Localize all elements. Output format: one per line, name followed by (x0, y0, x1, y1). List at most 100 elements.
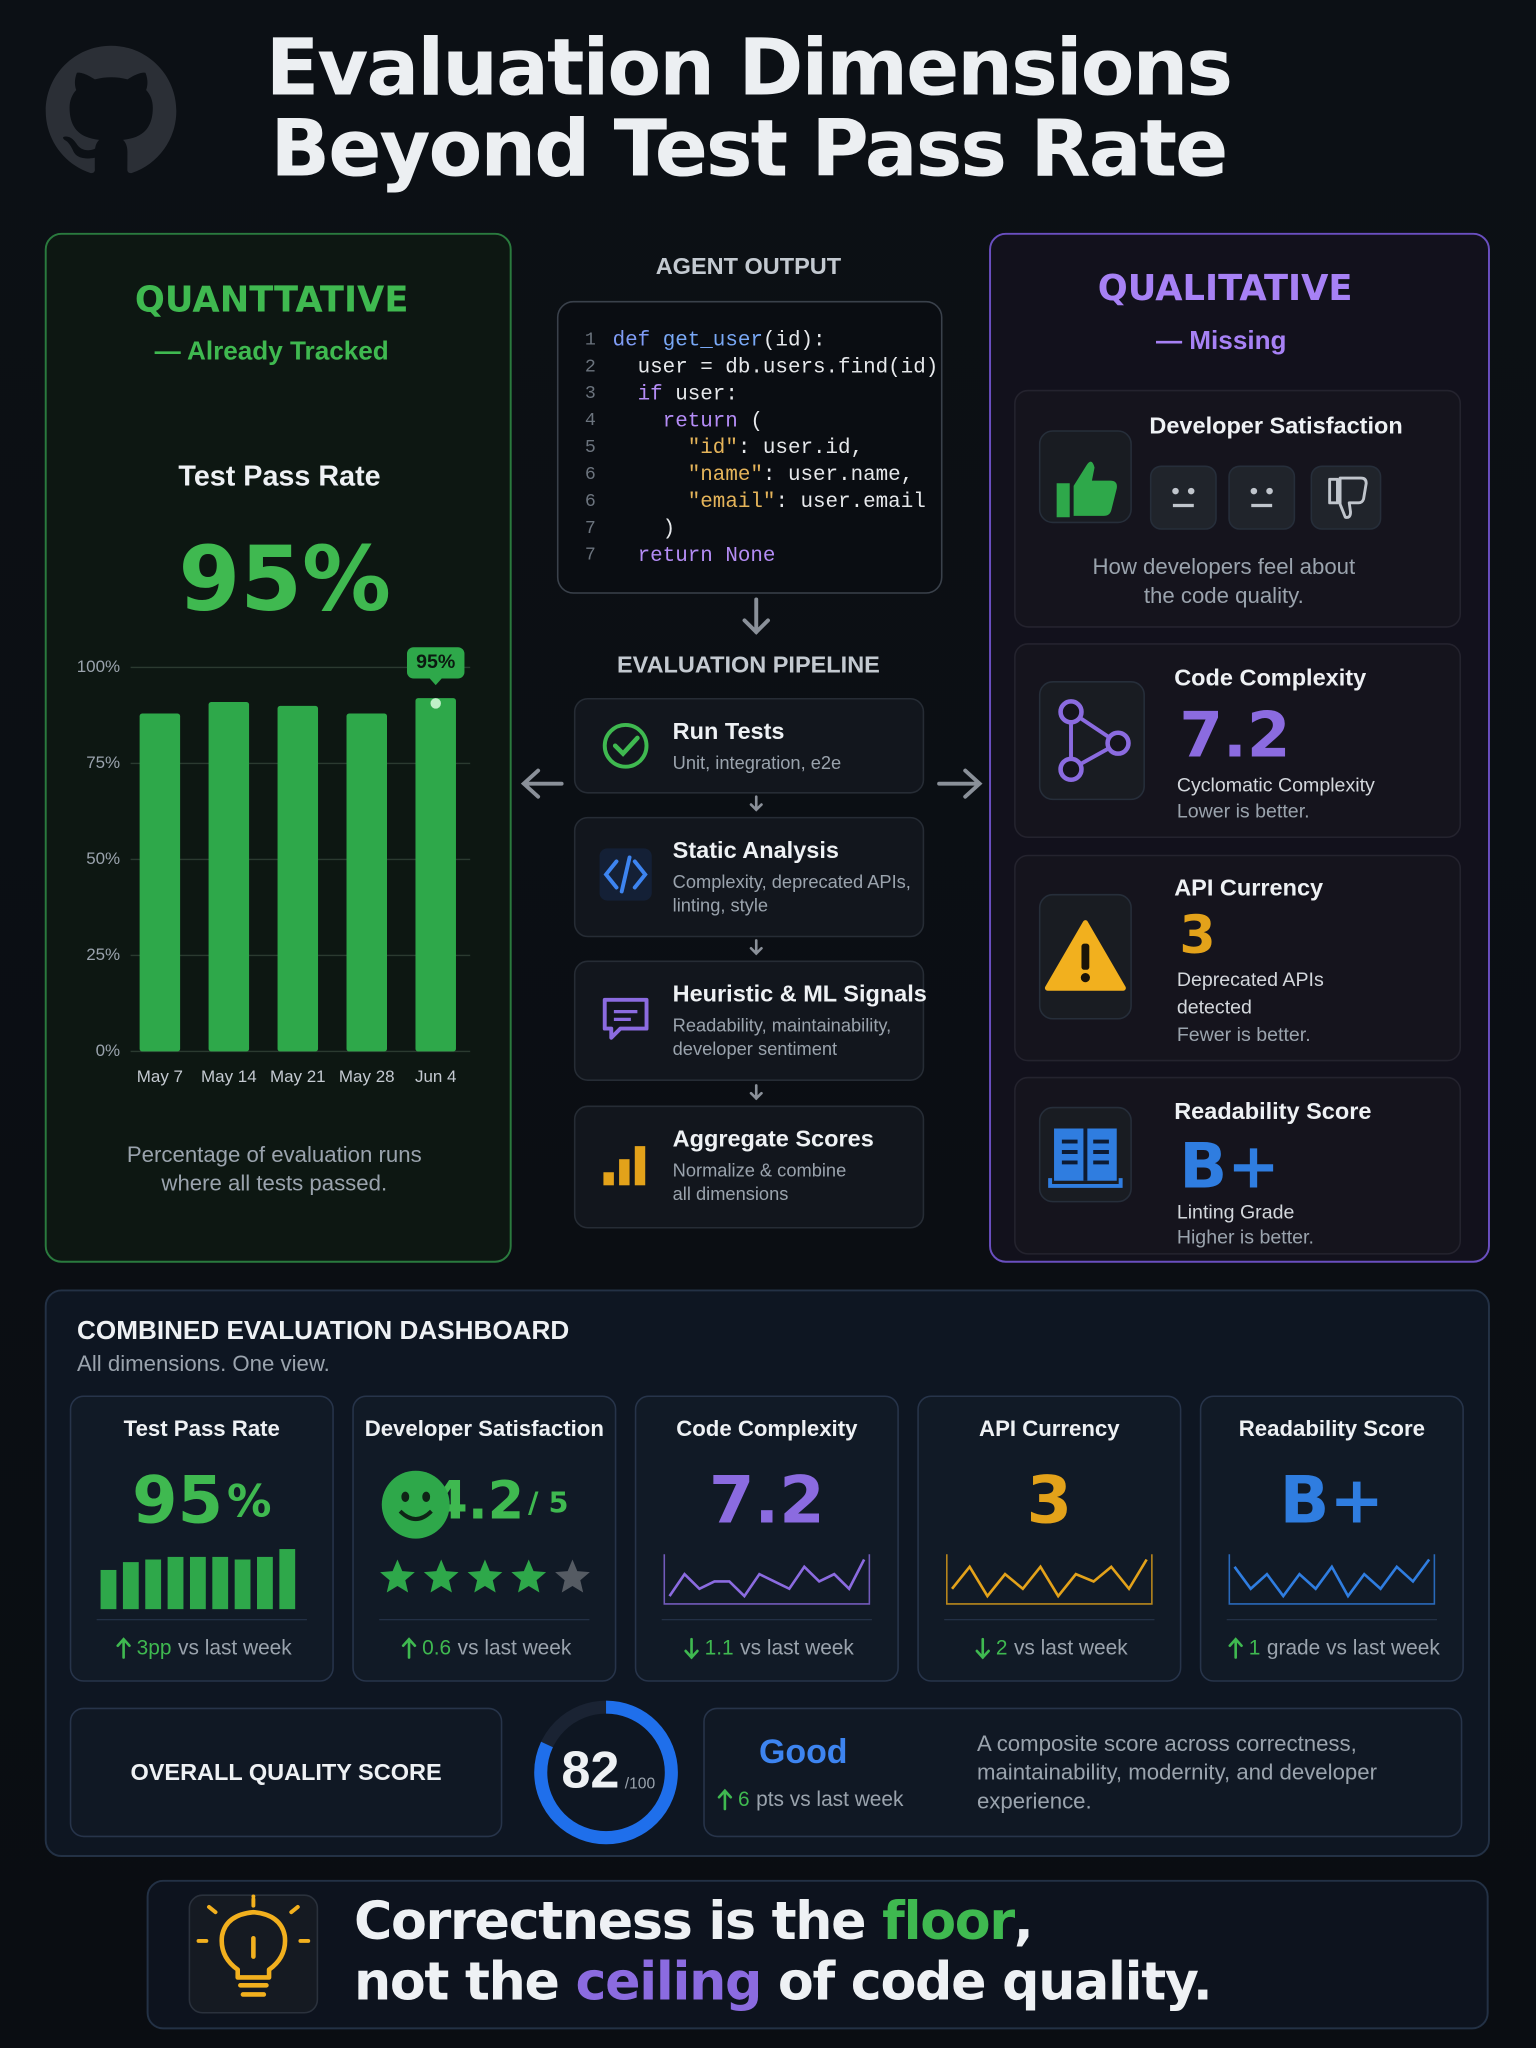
star (423, 1559, 459, 1593)
title: Evaluation Dimensions (266, 23, 1231, 114)
icon (634, 1146, 646, 1186)
mini-bar (100, 1569, 117, 1610)
icon (619, 1159, 630, 1186)
tagline-segment: , (1014, 1892, 1033, 1952)
y-tick-label: 100% (77, 657, 120, 676)
change-value: 1.1 (705, 1636, 734, 1659)
score-ring (534, 1700, 678, 1845)
code-token (613, 544, 638, 567)
code-token: user = db.users.find(id) (613, 356, 939, 379)
card-title: Developer Satisfaction (1149, 412, 1402, 438)
icon (612, 735, 640, 757)
mini-bar (257, 1556, 273, 1610)
star (380, 1559, 415, 1593)
flow-arrow (937, 768, 983, 799)
rating: Good (759, 1733, 848, 1771)
card-title: API Currency (1174, 875, 1323, 901)
smiley-mouth (398, 1509, 433, 1521)
card-title: Code Complexity (1174, 664, 1366, 690)
line-number: 4 (585, 411, 596, 431)
trend-arrow (717, 1788, 733, 1811)
tile-value: 7.2 (709, 1463, 825, 1539)
tagline-segment: floor (882, 1892, 1015, 1952)
code-token: "name" (688, 464, 763, 487)
smiley (381, 1470, 450, 1539)
trend-arrow (401, 1637, 417, 1659)
trend-arrow (1228, 1637, 1243, 1659)
section-subheading: — Missing (1156, 325, 1287, 355)
step-desc: developer sentiment (673, 1038, 838, 1059)
flow-arrow (520, 768, 564, 799)
line-number: 6 (585, 492, 596, 512)
overall-detail-box (703, 1707, 1463, 1838)
title: Beyond Test Pass Rate (270, 104, 1226, 195)
sparkline (668, 1558, 866, 1599)
footer-panel (146, 1879, 1489, 2030)
dashboard-subtitle: All dimensions. One view. (77, 1351, 330, 1376)
line-number: 6 (585, 465, 596, 485)
card-desc: How developers feel about (1092, 554, 1355, 579)
icon (613, 1009, 638, 1022)
bar (346, 713, 388, 1052)
change-value: 2 (996, 1636, 1008, 1659)
card-desc: Lower is better. (1177, 801, 1310, 823)
step-title: Static Analysis (673, 837, 839, 863)
change-value: 0.6 (422, 1636, 451, 1659)
caption: Percentage of evaluation runs (127, 1142, 422, 1167)
overall-description: A composite score across correctness, (977, 1731, 1357, 1756)
line-number: 2 (585, 357, 596, 377)
annotation-pointer (429, 677, 443, 686)
tile-value: B+ (1280, 1463, 1384, 1539)
pipeline-step (573, 960, 925, 1081)
icon (603, 1172, 614, 1186)
star (555, 1559, 590, 1593)
step-title: Aggregate Scores (673, 1125, 874, 1151)
code-token: (id): (763, 329, 826, 352)
icon (1105, 730, 1131, 756)
icon-box (1149, 465, 1217, 530)
card-value: 3 (1179, 906, 1215, 966)
face-eye (1250, 487, 1258, 495)
y-tick-label: 50% (86, 849, 120, 868)
y-tick-label: 25% (86, 945, 120, 964)
card-desc: Linting Grade (1177, 1202, 1295, 1224)
x-tick-label: Jun 4 (415, 1067, 457, 1086)
mini-bar (189, 1556, 206, 1610)
tagline-segment: ceiling (576, 1952, 762, 2012)
face-eye (1172, 487, 1179, 495)
sparkline-axis (1228, 1554, 1436, 1605)
dashboard-tile (352, 1395, 617, 1682)
code-token (713, 544, 726, 567)
code-token (613, 491, 688, 514)
line-number: 1 (585, 330, 596, 350)
code-line: user = db.users.find(id) (613, 356, 939, 379)
tile-value-unit: % (227, 1477, 271, 1528)
card-desc: the code quality. (1144, 583, 1304, 608)
icon (1048, 1178, 1123, 1188)
icon (1058, 699, 1084, 725)
trend-arrow (116, 1637, 131, 1659)
code-line: return None (613, 544, 776, 567)
code-token (613, 464, 688, 487)
bulb-base (238, 1936, 269, 1997)
flow-arrow (742, 597, 770, 635)
trend-arrow (975, 1637, 990, 1660)
section-subheading: — Already Tracked (155, 336, 389, 366)
icon-box (1228, 465, 1296, 530)
change-text: vs last week (740, 1636, 854, 1659)
x-tick-label: May 21 (270, 1067, 326, 1086)
overall-label: OVERALL QUALITY SCORE (130, 1759, 441, 1785)
sparkline (951, 1558, 1148, 1599)
tagline: Correctness is the floor, (354, 1892, 1032, 1952)
icon (603, 855, 648, 894)
thumbs-up (1056, 461, 1117, 518)
card-desc: Higher is better. (1177, 1226, 1314, 1248)
card-desc: Cyclomatic Complexity (1177, 774, 1375, 796)
change-text: vs last week (1014, 1636, 1128, 1659)
sparkline (1233, 1558, 1431, 1599)
step-desc: linting, style (673, 894, 768, 915)
bulb-rays (196, 1894, 311, 1943)
tile-title: Readability Score (1239, 1416, 1425, 1441)
code-token: return (663, 410, 738, 433)
code-box (556, 300, 943, 594)
